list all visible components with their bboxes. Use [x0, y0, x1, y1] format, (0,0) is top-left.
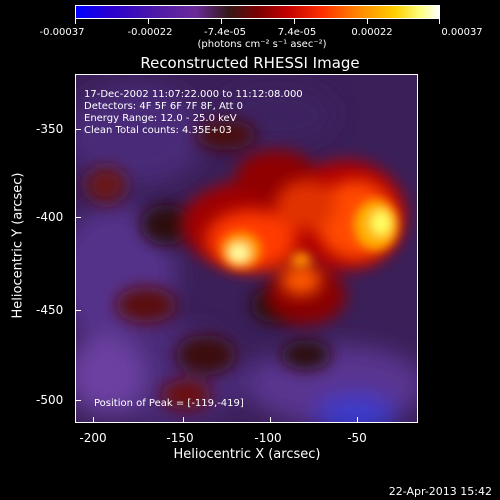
- image-title: Reconstructed RHESSI Image: [140, 54, 360, 72]
- x-tick: [357, 417, 358, 423]
- timestamp: 22-Apr-2013 15:42: [388, 485, 492, 498]
- x-tick-label: -100: [254, 431, 282, 445]
- rhessi-image: 17-Dec-2002 11:07:22.000 to 11:12:08.000…: [75, 74, 418, 423]
- x-tick: [270, 417, 271, 423]
- colorbar-label: -0.00022: [127, 27, 173, 38]
- x-tick-label: -150: [166, 431, 194, 445]
- colorbar: [75, 5, 440, 19]
- x-axis-label: Heliocentric X (arcsec): [173, 447, 321, 462]
- x-tick: [183, 417, 184, 423]
- colorbar-label: -0.00037: [39, 27, 85, 38]
- colorbar-tick: [75, 19, 76, 24]
- y-tick-label: -400: [36, 210, 64, 224]
- y-tick: [75, 310, 81, 311]
- y-tick: [75, 129, 81, 130]
- colorbar-tick: [367, 19, 368, 24]
- colorbar-units: (photons cm⁻² s⁻¹ asec⁻²): [197, 39, 327, 50]
- peak-position: Position of Peak = [-119,-419]: [94, 398, 244, 409]
- colorbar-tick: [148, 19, 149, 24]
- y-tick-label: -450: [36, 303, 64, 317]
- clean-counts: Clean Total counts: 4.35E+03: [84, 125, 232, 136]
- colorbar-label: 7.4e-05: [277, 27, 317, 38]
- time-range: 17-Dec-2002 11:07:22.000 to 11:12:08.000: [84, 89, 303, 100]
- energy-range: Energy Range: 12.0 - 25.0 keV: [84, 113, 237, 124]
- colorbar-tick: [439, 19, 440, 24]
- colorbar-tick: [294, 19, 295, 24]
- x-tick: [93, 417, 94, 423]
- y-axis-label: Heliocentric Y (arcsec): [10, 172, 26, 319]
- y-tick-label: -500: [36, 393, 64, 407]
- colorbar-label: 0.00037: [441, 27, 483, 38]
- x-tick-label: -50: [347, 431, 367, 445]
- colorbar-label: 0.00022: [351, 27, 393, 38]
- detectors-info: Detectors: 4F 5F 6F 7F 8F, Att 0: [84, 101, 244, 112]
- colorbar-label: -7.4e-05: [204, 27, 246, 38]
- y-tick: [75, 400, 81, 401]
- y-tick: [75, 217, 81, 218]
- intensity-map: [76, 85, 417, 422]
- y-tick-label: -350: [36, 122, 64, 136]
- x-tick-label: -200: [79, 431, 107, 445]
- colorbar-tick: [221, 19, 222, 24]
